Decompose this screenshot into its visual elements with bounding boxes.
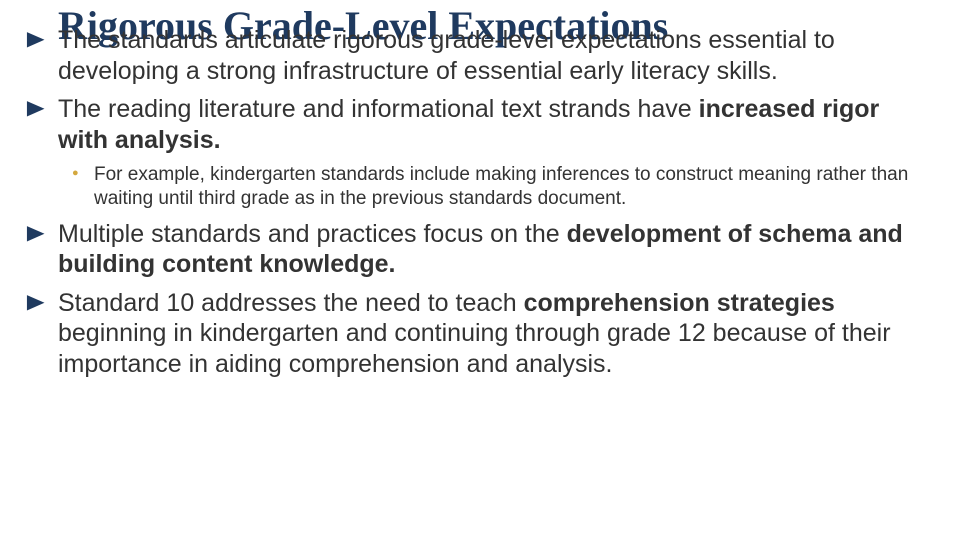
text: For example, kindergarten standards incl…	[94, 164, 908, 209]
bullet-level1: Standard 10 addresses the need to teach …	[28, 288, 932, 380]
slide: Rigorous Grade-Level Expectations The st…	[0, 0, 960, 540]
text: The reading literature and informational…	[58, 95, 699, 123]
bullet-level2: For example, kindergarten standards incl…	[28, 163, 932, 211]
text-bold: comprehension strategies	[524, 289, 835, 317]
slide-body: The standards articulate rigorous grade-…	[28, 25, 932, 379]
bullet-level1: The standards articulate rigorous grade-…	[28, 25, 932, 86]
bullet-level1: Multiple standards and practices focus o…	[28, 219, 932, 280]
text: beginning in kindergarten and continuing…	[58, 319, 891, 378]
bullet-level1: The reading literature and informational…	[28, 94, 932, 155]
text: Multiple standards and practices focus o…	[58, 220, 567, 248]
text: The standards articulate rigorous grade-…	[58, 26, 835, 85]
text: Standard 10 addresses the need to teach	[58, 289, 524, 317]
